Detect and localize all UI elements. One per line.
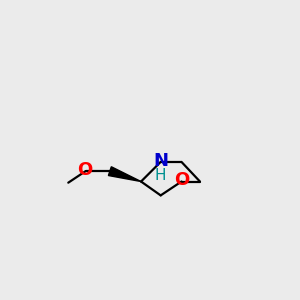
Polygon shape xyxy=(108,167,141,182)
Text: O: O xyxy=(174,171,189,189)
Text: N: N xyxy=(153,152,168,170)
Text: O: O xyxy=(77,161,92,179)
Text: H: H xyxy=(155,168,167,183)
